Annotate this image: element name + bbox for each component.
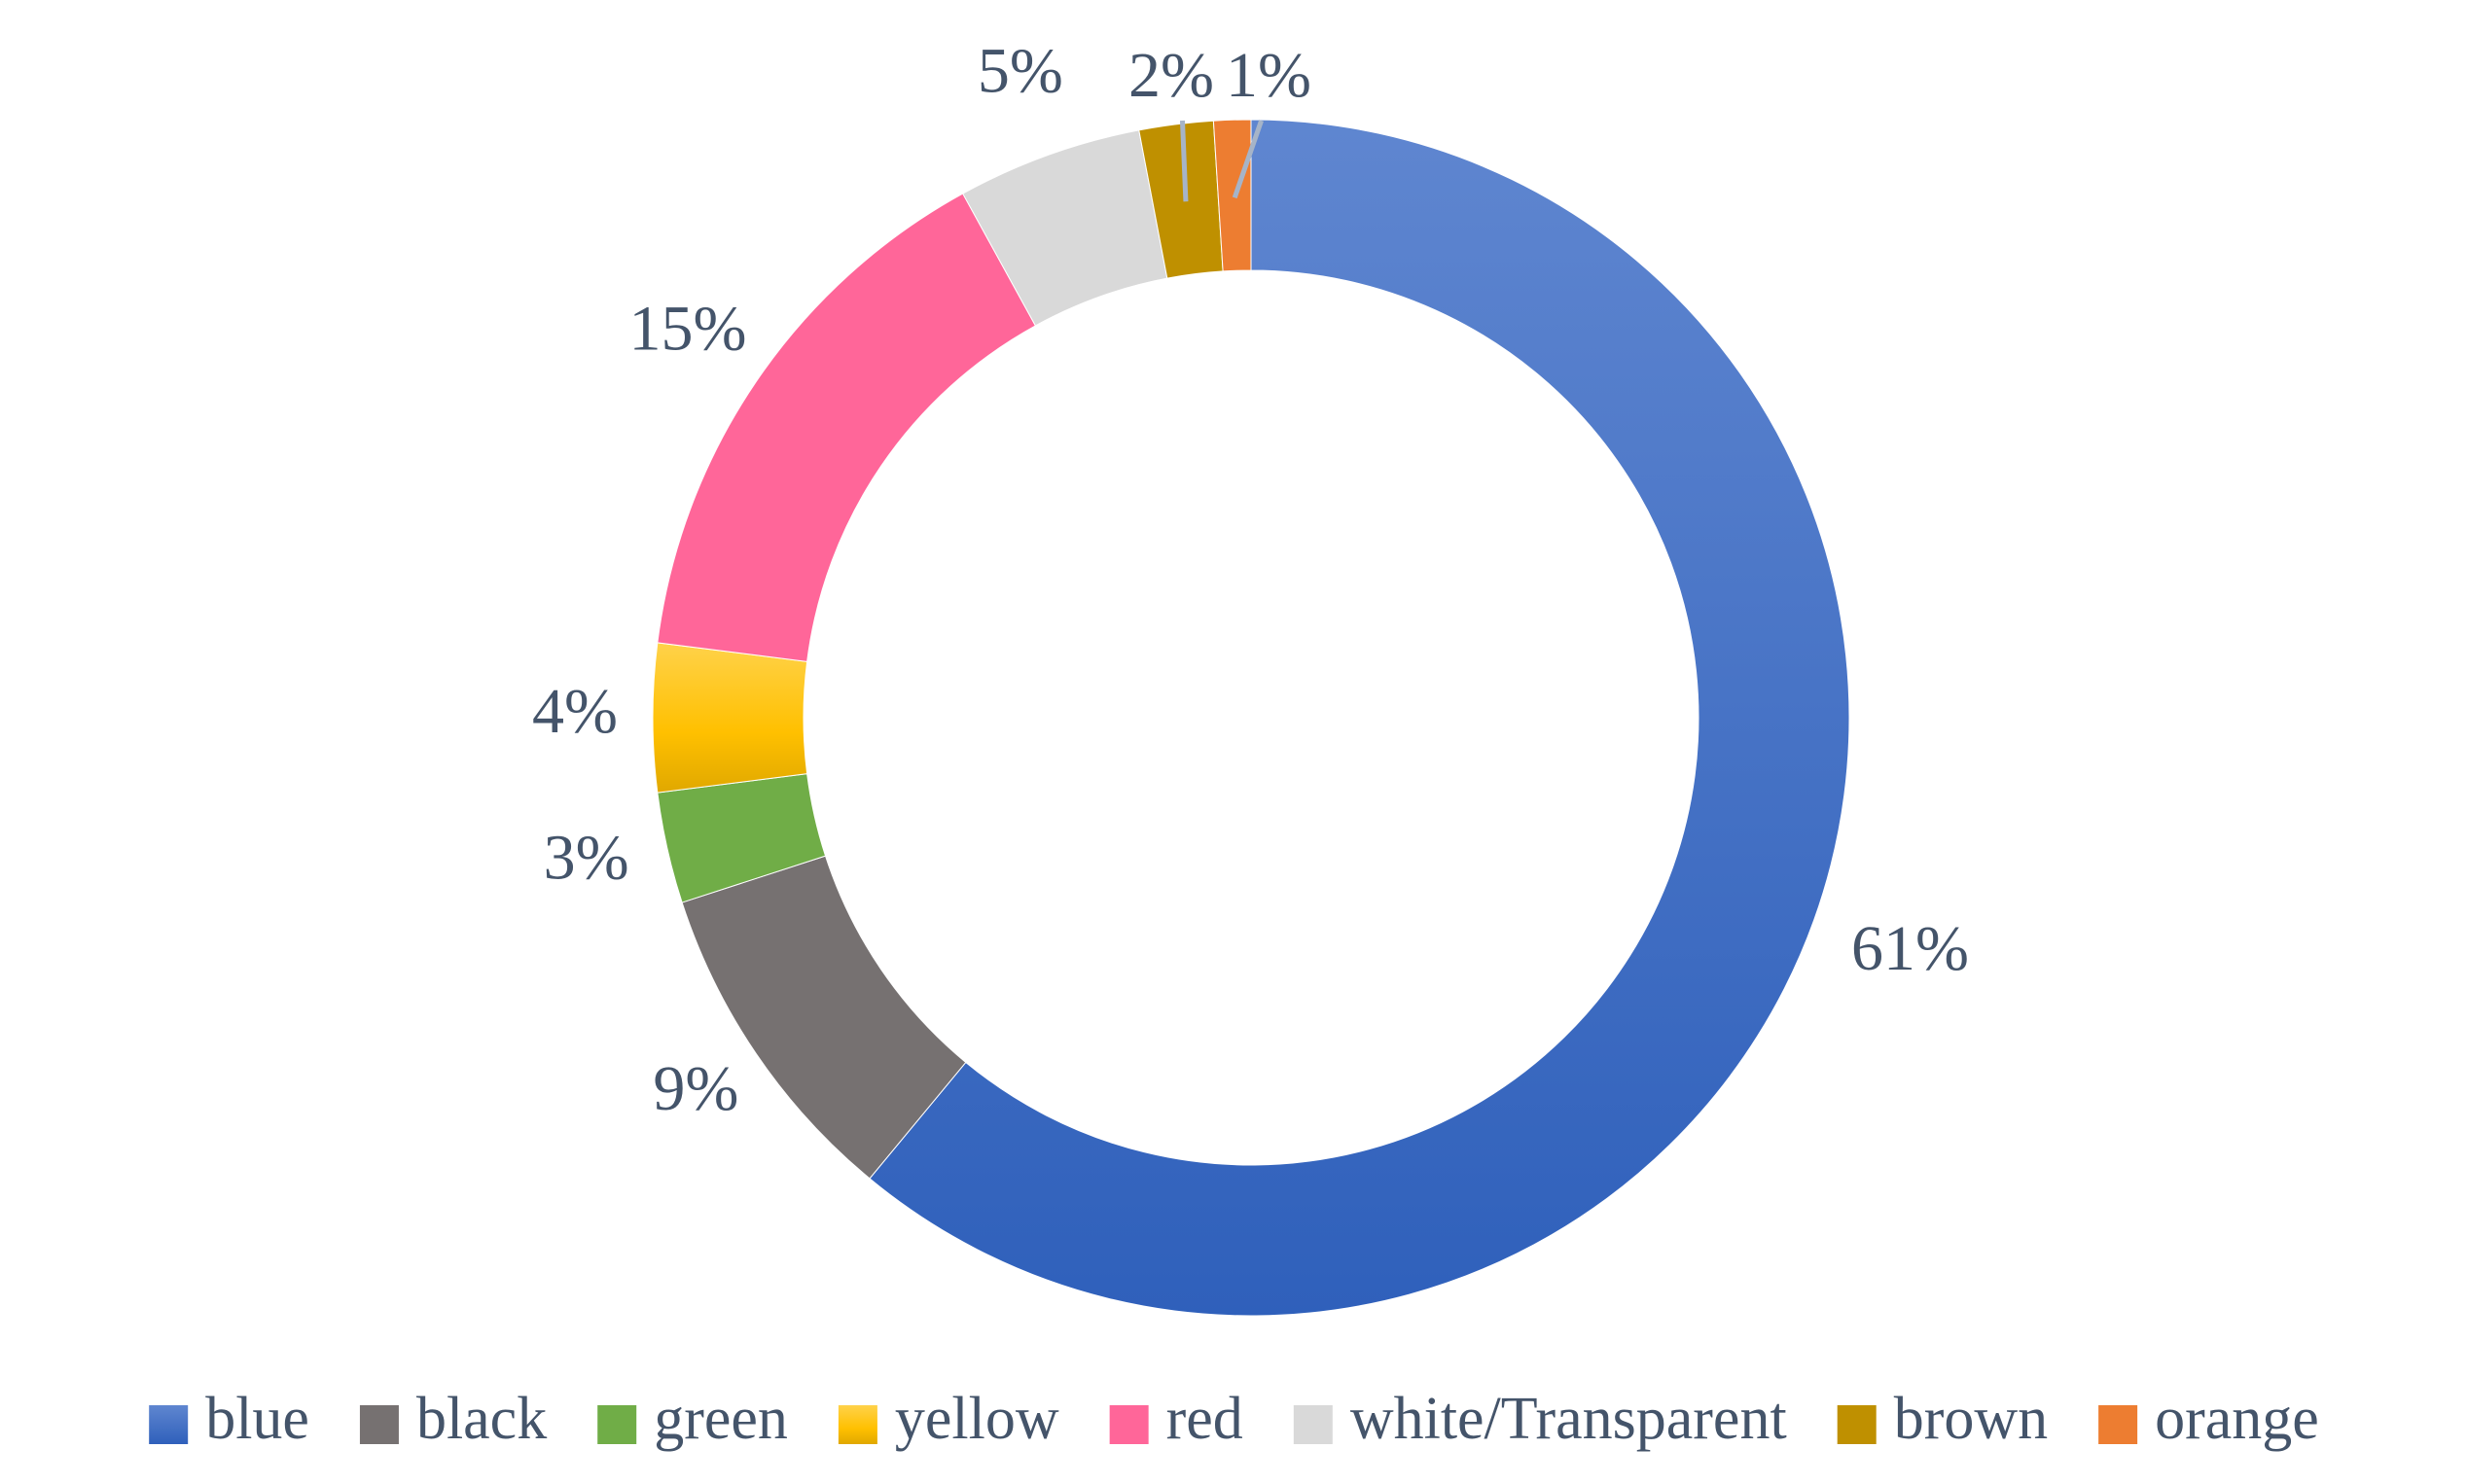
slice-orange bbox=[1212, 119, 1252, 272]
leader-line-brown bbox=[1179, 120, 1189, 202]
donut-slices bbox=[652, 119, 1850, 1317]
slice-red bbox=[657, 193, 1037, 662]
legend-label-white-transparent: white/Transparent bbox=[1350, 1386, 1787, 1452]
legend-swatch-orange bbox=[2098, 1405, 2138, 1444]
legend-swatch-black bbox=[359, 1405, 399, 1444]
legend-label-green: green bbox=[654, 1386, 788, 1452]
legend-label-brown: brown bbox=[1894, 1386, 2048, 1452]
data-label-green: 3% bbox=[544, 823, 629, 894]
legend-swatch-brown bbox=[1837, 1405, 1877, 1444]
legend-swatch-red bbox=[1109, 1405, 1149, 1444]
legend-label-black: black bbox=[416, 1386, 547, 1452]
data-label-red: 15% bbox=[629, 294, 747, 365]
legend-label-red: red bbox=[1166, 1386, 1243, 1452]
legend-label-blue: blue bbox=[205, 1386, 309, 1452]
legend-label-orange: orange bbox=[2155, 1386, 2319, 1452]
data-label-black: 9% bbox=[653, 1053, 738, 1124]
data-labels: 61% 9% 3% 4% 15% 5% 2% 1% bbox=[532, 36, 1969, 1124]
leader-lines bbox=[1179, 120, 1264, 202]
slice-yellow bbox=[652, 642, 808, 794]
slice-blue bbox=[869, 119, 1850, 1317]
legend-swatch-yellow bbox=[838, 1405, 877, 1444]
data-label-blue: 61% bbox=[1851, 913, 1969, 984]
legend: blue black green yellow red white/Transparent… bbox=[149, 1386, 2319, 1452]
legend-swatch-white-transparent bbox=[1293, 1405, 1333, 1444]
legend-label-yellow: yellow bbox=[895, 1386, 1059, 1452]
legend-swatch-green bbox=[597, 1405, 637, 1444]
leader-line-orange bbox=[1232, 120, 1264, 199]
data-label-yellow: 4% bbox=[532, 676, 618, 747]
data-label-orange: 1% bbox=[1226, 40, 1311, 111]
data-label-white-transparent: 5% bbox=[978, 36, 1063, 107]
data-label-brown: 2% bbox=[1128, 40, 1214, 111]
legend-swatch-blue bbox=[149, 1405, 189, 1444]
